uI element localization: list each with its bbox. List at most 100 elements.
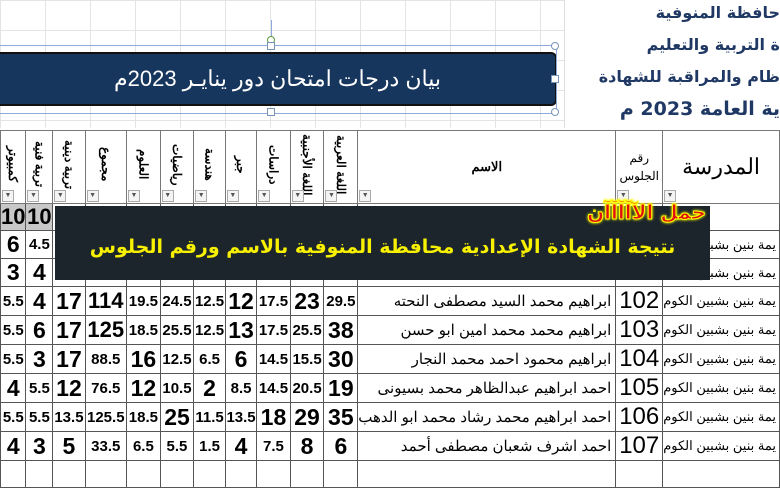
grade-cell[interactable]: 5.5 [25, 373, 54, 403]
grade-cell[interactable]: 24.5 [159, 286, 195, 316]
name-cell[interactable]: ابراهيم محمد محمد امين ابو حسن [357, 315, 617, 345]
grade-cell[interactable]: 12 [125, 373, 161, 403]
filter-dropdown-icon[interactable]: ▼ [325, 190, 338, 202]
grade-cell[interactable]: 13.5 [224, 402, 258, 432]
grade-cell[interactable]: 12.5 [159, 344, 195, 374]
seat-number-cell[interactable]: 105 [615, 373, 664, 403]
grade-cell[interactable]: 3 [25, 344, 54, 374]
grade-cell[interactable]: 3 [25, 431, 54, 461]
seat-number-cell[interactable]: 106 [615, 402, 664, 432]
grade-cell[interactable]: 18.5 [125, 315, 161, 345]
grade-cell[interactable]: 5.5 [0, 402, 27, 432]
grade-cell[interactable]: 35 [323, 402, 359, 432]
grade-cell[interactable]: 10.5 [159, 373, 195, 403]
seat-number-cell[interactable]: 102 [615, 286, 664, 316]
cell[interactable] [52, 460, 86, 488]
seat-number-cell[interactable]: 104 [615, 344, 664, 374]
grade-cell[interactable]: 88.5 [84, 344, 127, 374]
grade-cell[interactable]: 18.5 [125, 402, 161, 432]
name-cell[interactable]: ابراهيم محمد السيد مصطفى النحته [357, 286, 617, 316]
grade-cell[interactable]: 17 [52, 286, 86, 316]
filter-dropdown-icon[interactable]: ▼ [2, 190, 14, 202]
grade-cell[interactable]: 6 [323, 431, 359, 461]
grade-cell[interactable]: 16 [125, 344, 161, 374]
grade-cell[interactable]: 25 [159, 402, 195, 432]
grade-cell[interactable]: 23 [289, 286, 325, 316]
cell[interactable] [125, 460, 161, 488]
filter-dropdown-icon[interactable]: ▼ [127, 190, 140, 202]
grade-cell[interactable]: 8.5 [224, 373, 258, 403]
grade-cell[interactable]: 14.5 [256, 344, 291, 374]
grade-cell[interactable]: 4.5 [25, 230, 54, 259]
grade-cell[interactable]: 13 [224, 315, 258, 345]
resize-handle[interactable] [551, 108, 559, 116]
filter-dropdown-icon[interactable]: ▼ [258, 190, 271, 202]
grade-cell[interactable]: 4 [25, 286, 54, 316]
grade-cell[interactable]: 6.5 [125, 431, 161, 461]
grade-cell[interactable]: 2 [193, 373, 226, 403]
grade-cell[interactable]: 76.5 [84, 373, 127, 403]
grade-cell[interactable]: 20.5 [289, 373, 325, 403]
school-cell[interactable]: يمة بنين بشبين الكوم [662, 315, 780, 345]
cell[interactable] [256, 460, 291, 488]
grade-cell[interactable]: 5.5 [0, 286, 27, 316]
grade-cell[interactable]: 12.5 [193, 315, 226, 345]
cell[interactable] [289, 460, 325, 488]
grade-cell[interactable]: 125.5 [84, 402, 127, 432]
grade-cell[interactable]: 17 [52, 315, 86, 345]
grade-cell[interactable]: 17 [52, 344, 86, 374]
cell[interactable] [159, 460, 195, 488]
filter-dropdown-icon[interactable]: ▼ [161, 190, 174, 202]
max-score-cell[interactable]: 10 [25, 203, 54, 231]
filter-dropdown-icon[interactable]: ▼ [664, 190, 677, 202]
grade-cell[interactable]: 17.5 [256, 315, 291, 345]
filter-dropdown-icon[interactable]: ▼ [359, 190, 372, 202]
grade-cell[interactable]: 38 [323, 315, 359, 345]
grade-cell[interactable]: 25.5 [289, 315, 325, 345]
resize-handle[interactable] [267, 108, 275, 116]
cell[interactable] [615, 460, 664, 488]
max-score-cell[interactable]: 10 [0, 203, 27, 231]
school-cell[interactable]: يمة بنين بشبين الكوم [662, 286, 780, 316]
cell[interactable] [662, 460, 780, 488]
grade-cell[interactable]: 5.5 [0, 315, 27, 345]
school-cell[interactable]: يمة بنين بشبين الكوم [662, 344, 780, 374]
grade-cell[interactable]: 12 [52, 373, 86, 403]
name-cell[interactable]: احمد ابراهيم محمد رشاد محمد ابو الدهب [357, 402, 617, 432]
grade-cell[interactable]: 4 [0, 431, 27, 461]
grade-cell[interactable]: 4 [224, 431, 258, 461]
resize-handle[interactable] [267, 42, 275, 50]
cell[interactable] [323, 460, 359, 488]
resize-handle[interactable] [551, 75, 559, 83]
grade-cell[interactable]: 30 [323, 344, 359, 374]
grade-cell[interactable]: 5.5 [159, 431, 195, 461]
school-cell[interactable]: يمة بنين بشبين الكوم [662, 431, 780, 461]
grade-cell[interactable]: 3 [0, 258, 27, 287]
grade-cell[interactable]: 29.5 [323, 286, 359, 316]
promo-overlay[interactable]: حمل الآآآآآن نتيجة الشهادة الإعدادية محا… [55, 200, 710, 280]
resize-handle[interactable] [551, 42, 559, 50]
filter-dropdown-icon[interactable]: ▼ [86, 190, 99, 202]
grade-cell[interactable]: 18 [256, 402, 291, 432]
cell[interactable] [193, 460, 226, 488]
grade-cell[interactable]: 15.5 [289, 344, 325, 374]
filter-dropdown-icon[interactable]: ▼ [226, 190, 239, 202]
grade-cell[interactable]: 11.5 [193, 402, 226, 432]
grade-cell[interactable]: 33.5 [84, 431, 127, 461]
grade-cell[interactable]: 14.5 [256, 373, 291, 403]
cell[interactable] [0, 460, 27, 488]
grade-cell[interactable]: 12 [224, 286, 258, 316]
name-cell[interactable]: احمد اشرف شعبان مصطفى أحمد [357, 431, 617, 461]
grade-cell[interactable]: 114 [84, 286, 127, 316]
filter-dropdown-icon[interactable]: ▼ [291, 190, 304, 202]
cell[interactable] [357, 460, 617, 488]
cell[interactable] [84, 460, 127, 488]
cell[interactable] [25, 460, 54, 488]
school-cell[interactable]: يمة بنين بشبين الكوم [662, 402, 780, 432]
grade-cell[interactable]: 25.5 [159, 315, 195, 345]
filter-dropdown-icon[interactable]: ▼ [617, 190, 630, 202]
grade-cell[interactable]: 5.5 [25, 402, 54, 432]
grade-cell[interactable]: 4 [25, 258, 54, 287]
cell[interactable] [224, 460, 258, 488]
seat-number-cell[interactable]: 103 [615, 315, 664, 345]
